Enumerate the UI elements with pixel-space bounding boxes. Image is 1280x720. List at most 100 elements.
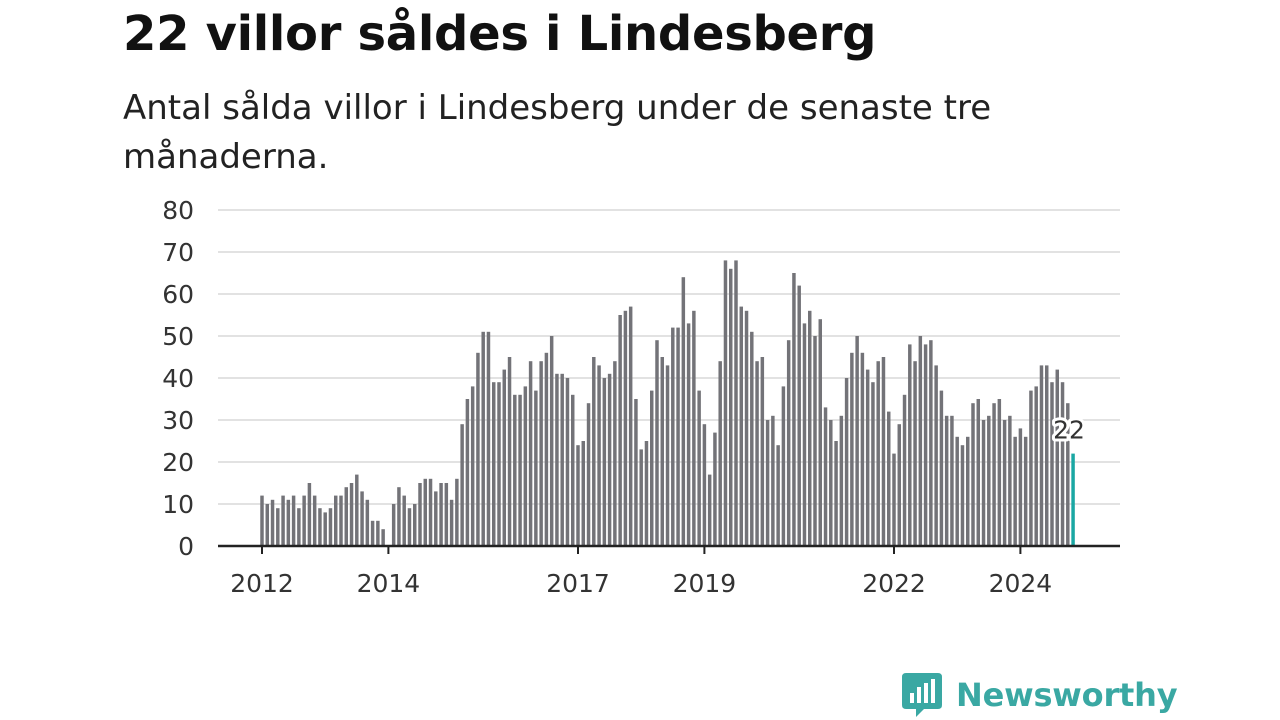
bar — [402, 495, 406, 546]
bar — [291, 495, 296, 546]
bar — [865, 369, 870, 546]
bar — [923, 344, 928, 546]
x-tick-label: 2024 — [989, 569, 1053, 598]
bar — [481, 331, 485, 546]
bar — [660, 357, 665, 546]
bar — [307, 483, 312, 546]
bar — [618, 315, 622, 546]
bar — [339, 495, 343, 546]
bar — [1039, 365, 1044, 546]
bar — [734, 260, 738, 546]
bar — [992, 403, 996, 546]
bar — [323, 512, 327, 546]
bar — [281, 495, 285, 546]
bar — [476, 352, 480, 546]
bar — [434, 491, 438, 546]
x-tick-label: 2012 — [230, 569, 294, 598]
bar — [507, 357, 512, 546]
y-tick-label: 60 — [162, 280, 194, 309]
bar — [697, 390, 701, 546]
bar — [581, 441, 586, 546]
bar — [939, 390, 944, 546]
bar — [665, 365, 670, 546]
bar — [797, 285, 801, 546]
bar — [318, 508, 322, 546]
bar — [460, 424, 464, 546]
bar — [871, 382, 875, 546]
bar — [981, 420, 986, 546]
bar — [644, 441, 649, 546]
page-subtitle: Antal sålda villor i Lindesberg under de… — [123, 88, 992, 177]
bar — [560, 373, 564, 546]
bar — [892, 453, 896, 546]
bar — [676, 327, 680, 546]
bar — [908, 344, 912, 546]
bar — [971, 403, 975, 546]
bar — [571, 394, 575, 546]
bar — [1013, 436, 1017, 546]
bar — [302, 495, 306, 546]
newsworthy-logo: Newsworthy — [902, 672, 1178, 718]
bar — [934, 365, 938, 546]
bar — [1034, 386, 1038, 546]
bar — [1029, 390, 1033, 546]
bar — [729, 268, 733, 546]
bar — [671, 327, 675, 546]
bar — [650, 390, 654, 546]
brand-name: Newsworthy — [956, 676, 1178, 714]
bar — [607, 373, 612, 546]
bar — [1055, 369, 1060, 546]
bar — [328, 508, 333, 546]
bar — [486, 331, 491, 546]
bar — [602, 378, 607, 546]
bar — [966, 436, 970, 546]
bar — [755, 361, 759, 546]
bar — [628, 306, 633, 546]
bar — [855, 336, 859, 546]
bar — [976, 399, 981, 546]
bar — [265, 504, 270, 546]
bar — [823, 407, 828, 546]
bar — [312, 495, 317, 546]
bar — [781, 386, 786, 546]
bar — [1045, 365, 1049, 546]
bar — [613, 361, 617, 546]
last-value-label: 22 — [1053, 416, 1085, 445]
y-tick-label: 80 — [162, 196, 194, 225]
bar — [765, 420, 770, 546]
bar — [829, 420, 833, 546]
y-tick-label: 10 — [162, 490, 194, 519]
bar — [565, 378, 570, 546]
bar — [513, 394, 517, 546]
bar — [686, 323, 691, 546]
bar — [523, 386, 528, 546]
bar-highlight — [1071, 453, 1075, 546]
bar — [1023, 436, 1028, 546]
bar — [1002, 420, 1007, 546]
bar — [549, 336, 554, 546]
x-axis-ticks: 2012 2014 2017 2019 2022 2024 — [230, 546, 1052, 598]
bar — [813, 336, 817, 546]
bar — [723, 260, 728, 546]
bar — [270, 499, 275, 546]
bar — [492, 382, 496, 546]
bar — [692, 310, 696, 546]
bar — [881, 357, 886, 546]
bar — [834, 441, 838, 546]
bar — [428, 478, 433, 546]
bar — [423, 478, 428, 546]
annotations: 22 — [1050, 413, 1088, 448]
y-tick-label: 50 — [162, 322, 194, 351]
bar — [449, 499, 454, 546]
bar — [987, 415, 991, 546]
bar — [592, 357, 596, 546]
bar — [713, 432, 717, 546]
bar — [913, 361, 917, 546]
bar — [365, 499, 370, 546]
bar — [655, 340, 659, 546]
bar — [702, 424, 707, 546]
y-axis-ticks: 0 10 20 30 40 50 60 70 80 — [162, 196, 194, 561]
bar — [370, 520, 375, 546]
y-tick-label: 40 — [162, 364, 194, 393]
bar — [465, 399, 470, 546]
